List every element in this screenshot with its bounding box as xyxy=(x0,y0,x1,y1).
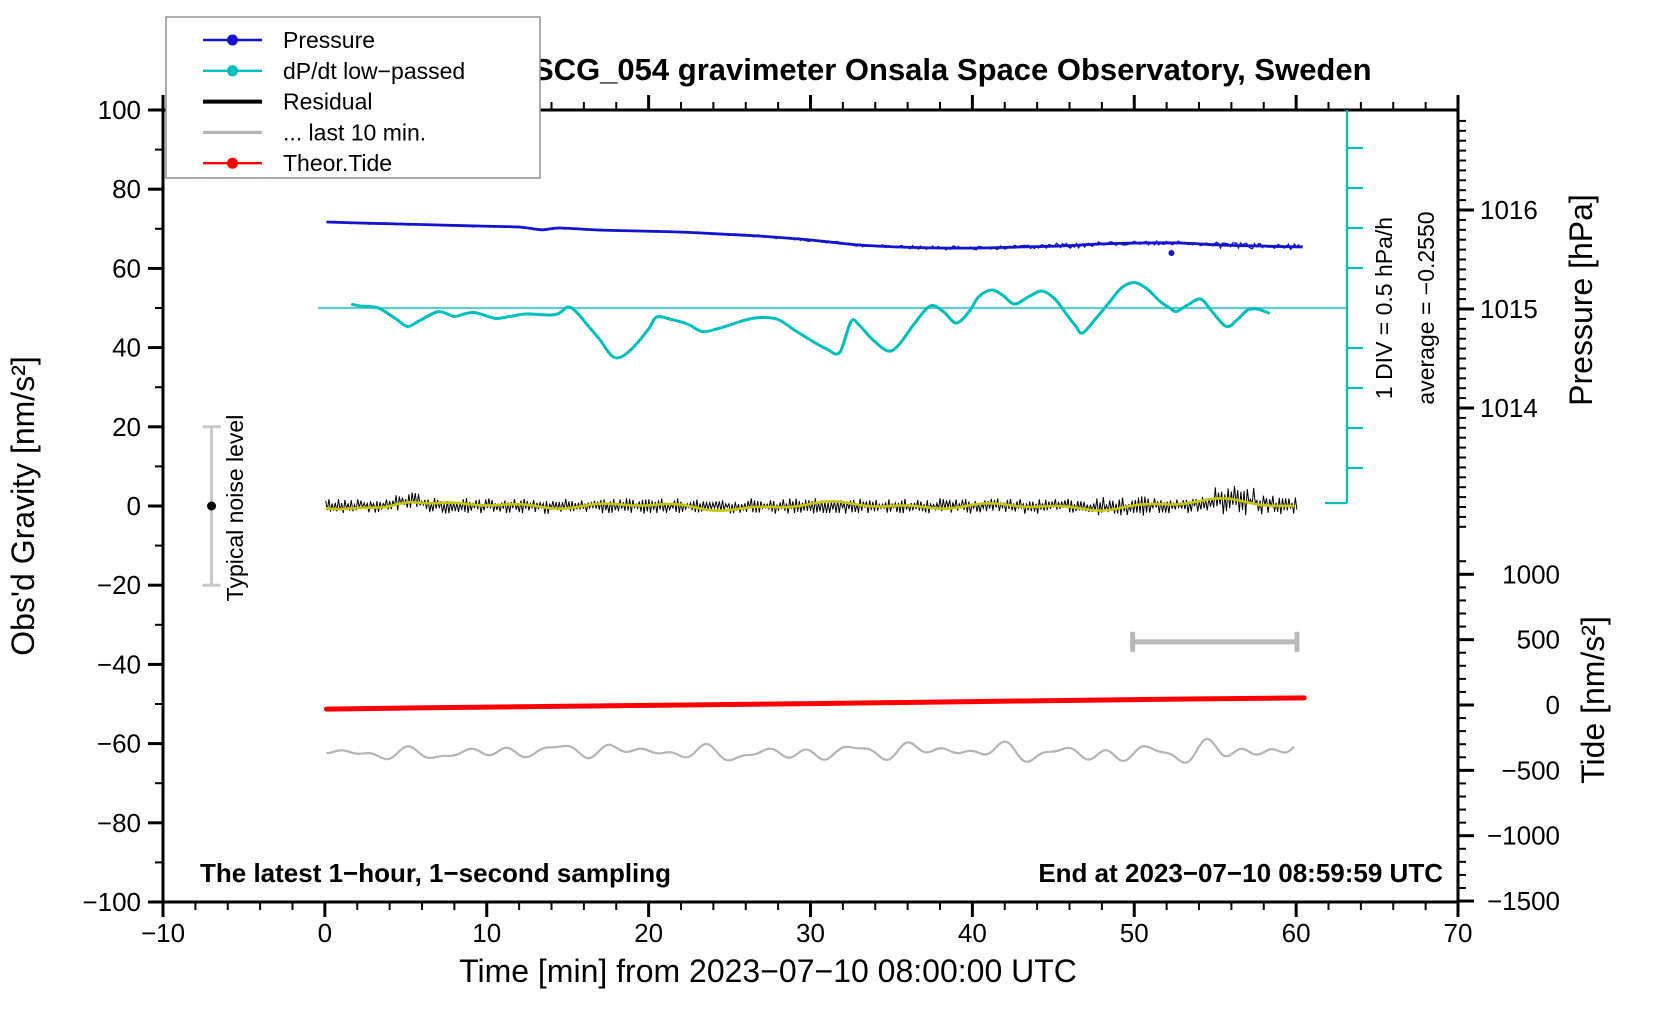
gravity-tick-label: −60 xyxy=(97,729,141,759)
tide-tick-label: 500 xyxy=(1517,625,1560,655)
x-tick-label: 70 xyxy=(1444,918,1473,948)
x-axis-title: Time [min] from 2023−07−10 08:00:00 UTC xyxy=(459,953,1077,989)
legend-sample-dot xyxy=(227,65,238,77)
x-tick-label: 50 xyxy=(1120,918,1149,948)
y-axis-title-pressure: Pressure [hPa] xyxy=(1563,194,1599,406)
pressure-tick-label: 1016 xyxy=(1480,195,1538,225)
gravity-tick-label: −20 xyxy=(97,570,141,600)
dpdt-lowpassed-line xyxy=(350,281,1271,360)
tide-tick-label: −500 xyxy=(1501,755,1560,785)
gravity-tick-label: 80 xyxy=(112,174,141,204)
legend-box xyxy=(165,16,541,179)
last10-residual-line xyxy=(326,737,1295,764)
y-axis-title-gravity: Obs'd Gravity [nm/s²] xyxy=(5,356,41,656)
x-tick-label: 20 xyxy=(634,918,663,948)
residual-line xyxy=(325,486,1298,516)
x-tick-label: −10 xyxy=(141,918,185,948)
legend-label: ... last 10 min. xyxy=(283,119,426,145)
pressure-line xyxy=(326,220,1303,250)
pressure-tick-label: 1014 xyxy=(1480,393,1538,423)
legend-sample-dot xyxy=(227,34,238,46)
gravity-tick-label: 0 xyxy=(127,491,141,521)
gravity-tick-label: −100 xyxy=(82,887,141,917)
x-tick-label: 10 xyxy=(472,918,501,948)
gravity-tick-label: 20 xyxy=(112,412,141,442)
end-time-note: End at 2023−07−10 08:59:59 UTC xyxy=(1038,858,1443,888)
gravity-tick-label: −80 xyxy=(97,808,141,838)
tide-tick-label: 1000 xyxy=(1502,559,1560,589)
pressure-tick-label: 1015 xyxy=(1480,294,1538,324)
legend: Pressure dP/dt low−passed Residual ... last… xyxy=(165,16,541,179)
pressure-outlier-dot xyxy=(1168,249,1175,256)
div-scale-label: 1 DIV = 0.5 hPa/h xyxy=(1371,217,1397,399)
legend-label: Residual xyxy=(283,89,373,115)
theor-tide-line xyxy=(324,695,1307,712)
x-tick-label: 40 xyxy=(958,918,987,948)
x-tick-label: 30 xyxy=(796,918,825,948)
pressure-noise xyxy=(326,220,1303,251)
legend-label: Pressure xyxy=(283,27,375,53)
noise-level-label: Typical noise level xyxy=(222,415,248,602)
x-tick-label: 0 xyxy=(318,918,332,948)
chart-title: SCG_054 gravimeter Onsala Space Observat… xyxy=(533,52,1372,87)
x-tick-label: 60 xyxy=(1282,918,1311,948)
sampling-note: The latest 1−hour, 1−second sampling xyxy=(200,858,671,888)
average-label: average = −0.2550 xyxy=(1413,211,1439,404)
gravity-tick-label: 100 xyxy=(98,95,141,125)
gravity-tick-label: −40 xyxy=(97,649,141,679)
residual-smooth-line xyxy=(325,497,1295,512)
tide-tick-label: −1500 xyxy=(1487,886,1560,916)
legend-label: dP/dt low−passed xyxy=(283,58,465,84)
tide-tick-label: 0 xyxy=(1546,690,1560,720)
legend-sample-dot xyxy=(227,157,238,169)
y-axis-title-tide: Tide [nm/s²] xyxy=(1575,616,1611,784)
tide-tick-label: −1000 xyxy=(1487,821,1560,851)
noise-bar-dot xyxy=(207,501,217,511)
legend-label: Theor.Tide xyxy=(283,150,392,176)
data-series xyxy=(202,110,1363,764)
axis-ticks: −10 0 10 20 30 40 50 60 70−100−80−60−40−20020406… xyxy=(82,95,1560,948)
gravity-tick-label: 40 xyxy=(112,333,141,363)
gravity-tick-label: 60 xyxy=(112,253,141,283)
